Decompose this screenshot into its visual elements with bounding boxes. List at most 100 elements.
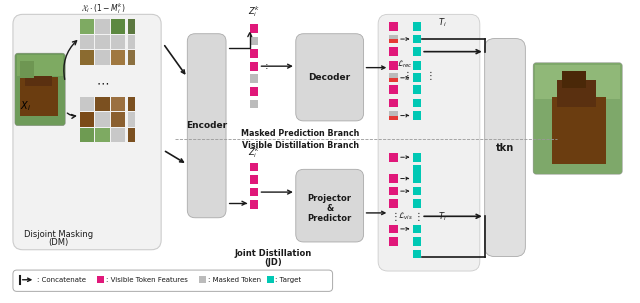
Text: Predictor: Predictor <box>308 214 352 223</box>
Bar <box>17 55 63 76</box>
Bar <box>413 225 421 233</box>
Bar <box>250 100 259 108</box>
Bar <box>111 19 125 34</box>
Bar <box>20 61 35 78</box>
Bar <box>128 97 135 111</box>
Text: $T_i$: $T_i$ <box>438 17 447 29</box>
Bar <box>24 65 52 86</box>
Bar <box>250 162 259 171</box>
Bar <box>413 35 421 43</box>
Bar <box>128 19 135 34</box>
Bar <box>389 47 398 56</box>
Bar <box>97 276 104 283</box>
Text: Projector: Projector <box>308 194 352 203</box>
FancyBboxPatch shape <box>13 270 333 291</box>
Bar <box>413 174 421 183</box>
Bar <box>128 50 135 65</box>
Bar <box>26 58 44 72</box>
Text: : Masked Token: : Masked Token <box>207 277 260 283</box>
Bar <box>199 276 205 283</box>
FancyBboxPatch shape <box>13 14 161 250</box>
Text: $\vdots$: $\vdots$ <box>390 210 397 223</box>
Bar <box>413 61 421 70</box>
FancyBboxPatch shape <box>15 53 65 126</box>
Bar <box>413 165 421 174</box>
Bar <box>552 97 605 165</box>
Bar <box>413 237 421 246</box>
Text: Decoder: Decoder <box>308 73 351 82</box>
Bar <box>128 112 135 127</box>
Bar <box>80 128 94 142</box>
Bar <box>80 50 94 65</box>
Text: $\mathcal{L}_{vis}$: $\mathcal{L}_{vis}$ <box>398 211 413 222</box>
Text: &: & <box>326 204 333 213</box>
Bar <box>413 22 421 31</box>
Text: tkn: tkn <box>496 142 514 152</box>
Text: : Concatenate: : Concatenate <box>37 277 86 283</box>
Bar <box>95 112 110 127</box>
Bar <box>413 111 421 120</box>
Text: Visible Distillation Branch: Visible Distillation Branch <box>242 141 359 150</box>
Text: $\cdots$: $\cdots$ <box>97 77 109 90</box>
Text: $\mathcal{L}_{rec}$: $\mathcal{L}_{rec}$ <box>397 59 413 71</box>
Bar <box>250 200 259 209</box>
FancyBboxPatch shape <box>484 38 525 257</box>
Bar <box>250 24 259 33</box>
Bar <box>95 97 110 111</box>
Bar <box>111 97 125 111</box>
Bar <box>389 111 398 120</box>
Bar <box>267 276 273 283</box>
Bar <box>413 47 421 56</box>
Text: $\vdots$: $\vdots$ <box>413 210 420 223</box>
FancyBboxPatch shape <box>533 63 622 174</box>
Bar <box>111 35 125 49</box>
Bar <box>413 153 421 161</box>
Text: $Z_i^k$: $Z_i^k$ <box>248 4 260 19</box>
FancyBboxPatch shape <box>296 34 364 121</box>
Text: $Z_i^k$: $Z_i^k$ <box>248 145 260 160</box>
Bar <box>250 49 259 58</box>
Text: $\vdots$: $\vdots$ <box>401 69 409 82</box>
Bar <box>389 78 398 82</box>
Bar <box>111 50 125 65</box>
Text: Disjoint Masking: Disjoint Masking <box>24 230 93 239</box>
Bar <box>562 71 586 88</box>
Bar <box>250 87 259 96</box>
Text: $\vdots$: $\vdots$ <box>425 69 432 82</box>
Bar <box>413 98 421 107</box>
Bar <box>413 250 421 258</box>
Bar <box>128 128 135 142</box>
Text: $T_i$: $T_i$ <box>438 210 447 223</box>
Bar <box>389 39 398 43</box>
Bar <box>250 188 259 196</box>
FancyBboxPatch shape <box>296 169 364 242</box>
Bar <box>95 35 110 49</box>
Bar <box>413 187 421 195</box>
Bar <box>389 22 398 31</box>
Bar <box>413 73 421 82</box>
Text: Masked Prediction Branch: Masked Prediction Branch <box>241 129 360 138</box>
Bar <box>389 237 398 246</box>
Bar <box>250 175 259 184</box>
Bar <box>20 77 58 116</box>
Bar <box>250 62 259 71</box>
Text: $\mathcal{X}_i\cdot(1-M_i^k)$: $\mathcal{X}_i\cdot(1-M_i^k)$ <box>81 2 125 16</box>
Bar <box>389 85 398 94</box>
Bar <box>250 37 259 45</box>
Text: $X_i$: $X_i$ <box>20 99 31 113</box>
FancyBboxPatch shape <box>378 14 480 271</box>
Bar <box>557 80 596 107</box>
Bar <box>535 65 620 98</box>
Text: :: : <box>264 61 268 71</box>
Bar <box>389 73 398 82</box>
Text: : Target: : Target <box>275 277 301 283</box>
Bar <box>80 97 94 111</box>
Bar <box>389 98 398 107</box>
Bar <box>95 19 110 34</box>
Bar <box>80 19 94 34</box>
Bar <box>111 128 125 142</box>
Bar <box>250 75 259 83</box>
Bar <box>389 35 398 43</box>
Bar <box>389 199 398 208</box>
Bar <box>389 115 398 120</box>
